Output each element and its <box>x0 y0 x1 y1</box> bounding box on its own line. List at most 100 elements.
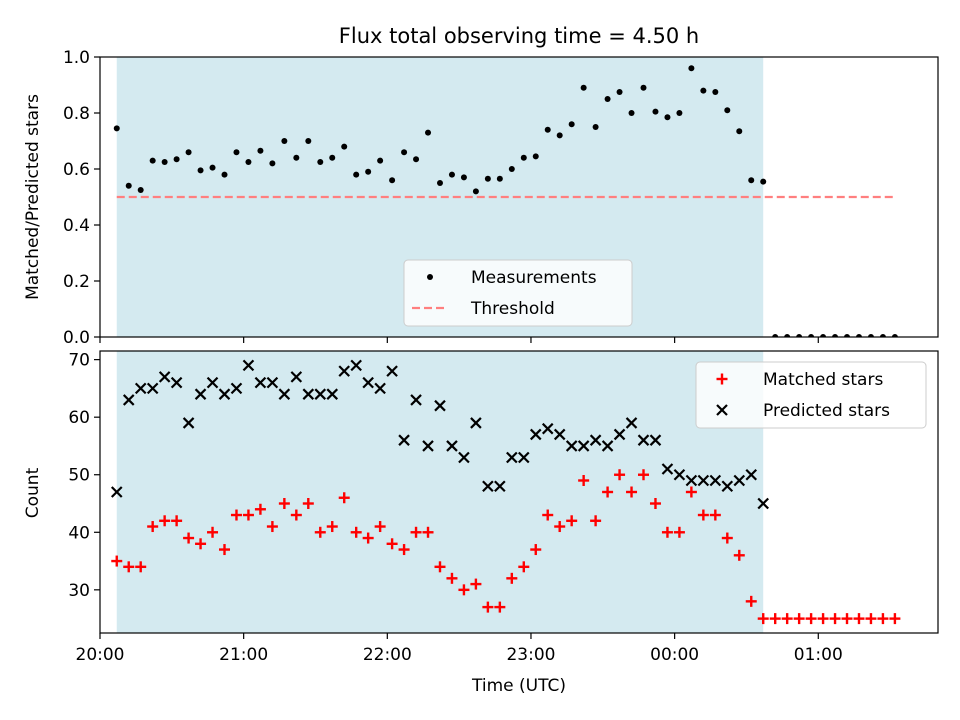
legend-handle-measurements <box>427 274 433 280</box>
axes-frame <box>99 350 939 634</box>
matched-star-point <box>254 503 266 515</box>
matched-star-point <box>554 521 566 533</box>
predicted-star-point <box>589 434 602 446</box>
matched-star-point <box>422 526 434 538</box>
matched-star-point <box>649 498 661 510</box>
legend-item: Measurements <box>427 268 597 288</box>
matched-star-point <box>470 578 482 590</box>
predicted-star-point <box>673 468 686 481</box>
measurement-point <box>269 160 276 167</box>
legend-label: Predicted stars <box>763 401 890 421</box>
measurement-point <box>413 156 420 163</box>
matched-star-point <box>578 474 590 486</box>
measurement-point <box>125 182 132 189</box>
x-axis-label: Time (UTC) <box>471 676 566 696</box>
matched-star-point <box>278 498 290 510</box>
matched-star-point <box>877 613 889 625</box>
matched-star-point <box>661 526 673 538</box>
matched-star-point <box>302 498 314 510</box>
measurement-point <box>436 180 443 186</box>
measurement-point <box>760 178 767 185</box>
matched-star-point <box>123 561 135 573</box>
matched-star-point <box>494 601 506 613</box>
matched-star-point <box>386 538 398 550</box>
predicted-star-point <box>182 417 195 429</box>
predicted-star-point <box>134 382 147 395</box>
matched-star-point <box>733 549 745 561</box>
predicted-star-point <box>649 434 662 446</box>
measurement-point <box>796 334 803 337</box>
matched-star-point <box>626 486 638 498</box>
measurement-point <box>676 110 683 116</box>
measurement-point <box>173 156 180 163</box>
predicted-star-point <box>314 388 327 400</box>
matched-star-point <box>793 613 805 625</box>
y-tick-label: 30 <box>68 581 90 601</box>
predicted-star-point <box>266 376 279 389</box>
matched-star-point <box>290 509 302 521</box>
matched-star-point <box>266 521 278 533</box>
matched-star-point <box>709 509 721 521</box>
y-tick-label: 0.4 <box>63 216 90 236</box>
matched-star-point <box>446 572 458 584</box>
predicted-star-point <box>110 486 123 498</box>
predicted-star-point <box>661 463 674 475</box>
predicted-star-point <box>218 388 231 400</box>
matched-star-point <box>638 469 650 481</box>
measurement-point <box>209 164 216 171</box>
predicted-star-point <box>146 382 159 395</box>
predicted-star-point <box>506 451 518 464</box>
predicted-star-point <box>637 434 650 446</box>
matched-star-point <box>410 526 422 538</box>
predicted-star-point <box>577 440 590 452</box>
measurement-point <box>484 175 491 182</box>
predicted-star-point <box>745 468 758 481</box>
measurement-point <box>532 153 539 160</box>
measurement-point <box>640 84 647 91</box>
matched-star-point <box>602 486 614 498</box>
measurement-point <box>544 126 551 133</box>
plot-area <box>110 351 901 633</box>
predicted-star-point <box>194 388 207 400</box>
matched-star-point <box>458 584 470 596</box>
x-tick-label: 23:00 <box>506 645 555 665</box>
measurement-point <box>377 157 384 164</box>
matched-star-point <box>745 595 757 607</box>
predicted-star-point <box>470 417 482 429</box>
matched-star-point <box>805 613 817 625</box>
predicted-star-point <box>709 474 722 487</box>
matched-star-point <box>326 521 338 533</box>
measurement-point <box>185 149 192 156</box>
matched-star-point <box>841 613 853 625</box>
matched-star-point <box>769 613 781 625</box>
x-tick-label: 21:00 <box>219 645 268 665</box>
count-panel: 20:00 21:00 22:00 23:00 00:00 01:00 30 40 50 60 70… <box>68 350 939 665</box>
predicted-star-point <box>374 382 386 395</box>
predicted-star-point <box>494 480 506 493</box>
matched-star-point <box>590 515 602 527</box>
matched-star-point <box>685 486 697 498</box>
axes-frame <box>99 56 939 338</box>
predicted-star-point <box>601 440 614 452</box>
legend-box <box>695 361 927 429</box>
predicted-star-point <box>338 365 350 377</box>
predicted-star-point <box>254 376 267 389</box>
predicted-star-point <box>446 440 458 452</box>
legend-item: Threshold <box>412 299 555 319</box>
measurement-point <box>784 334 791 337</box>
measurement-point <box>401 149 408 156</box>
predicted-star-point <box>733 474 746 487</box>
matched-star-point <box>518 561 530 573</box>
predicted-star-point <box>529 428 542 441</box>
predicted-star-point <box>697 474 710 487</box>
measurement-point <box>353 171 360 178</box>
measurement-point <box>365 168 372 175</box>
ratio-panel: 0.0 0.2 0.4 0.6 0.8 1.0 Measurements Threshold <box>63 48 939 348</box>
measurement-point <box>808 334 815 337</box>
measurement-point <box>832 334 839 337</box>
predicted-star-point <box>625 417 638 429</box>
matched-star-point <box>362 532 374 544</box>
count-y-axis-label: Count <box>23 467 43 518</box>
measurement-point <box>149 157 156 164</box>
legend-label: Matched stars <box>763 370 883 390</box>
